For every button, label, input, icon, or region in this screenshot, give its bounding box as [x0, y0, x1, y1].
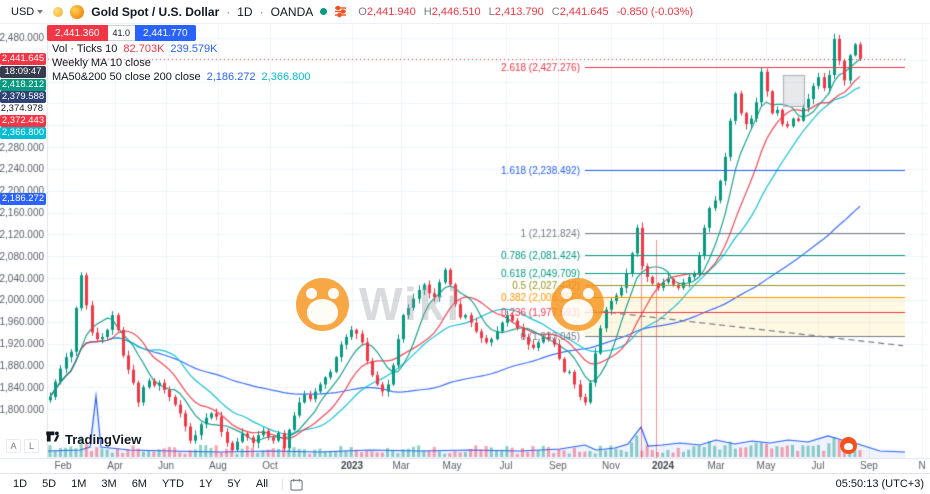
buy-button[interactable]: 2,441.770: [135, 25, 196, 41]
volume-value: 82.703K: [123, 43, 165, 55]
currency-selector-button[interactable]: USD: [8, 4, 46, 20]
top-toolbar: USD Gold Spot / U.S. Dollar · 1D · OANDA…: [0, 0, 930, 24]
calendar-icon[interactable]: [290, 478, 303, 491]
close-value: 2,441.645: [559, 5, 609, 18]
low-value: 2,413.790: [494, 5, 544, 18]
adjustments-icon[interactable]: [334, 5, 347, 18]
ohlc-readout: O2,441.940 H2,446.510 L2,413.790 C2,441.…: [358, 6, 693, 18]
volume-legend-title: Vol · Ticks 10: [52, 43, 118, 55]
range-6m-button[interactable]: 6M: [125, 477, 154, 491]
tradingview-logo-icon: [45, 429, 60, 449]
divider: [282, 478, 284, 490]
ma50-200-legend[interactable]: MA50&200 50 close 200 close 2,186.272 2,…: [52, 70, 310, 84]
ticks-value: 239.579K: [170, 43, 218, 55]
symbol-logo-icon: [70, 4, 85, 19]
open-value: 2,441.940: [366, 5, 416, 18]
indicator-legends: Vol · Ticks 10 82.703K 239.579K Weekly M…: [52, 42, 310, 84]
range-3m-button[interactable]: 3M: [94, 477, 123, 491]
symbol-title[interactable]: Gold Spot / U.S. Dollar: [91, 4, 220, 19]
low-label: L: [488, 5, 495, 18]
currency-label: USD: [11, 5, 35, 18]
log-scale-button[interactable]: L: [24, 439, 39, 453]
range-1m-button[interactable]: 1M: [64, 477, 93, 491]
close-label: C: [551, 5, 560, 18]
range-all-button[interactable]: All: [249, 477, 275, 491]
weekly-ma-legend[interactable]: Weekly MA 10 close: [52, 56, 310, 70]
ma50-value: 2,366.800: [261, 71, 311, 83]
trade-panel: 2,441.360 41.0 2,441.770: [47, 25, 196, 41]
tradingview-attribution[interactable]: TradingView: [45, 429, 141, 449]
tradingview-logo-text: TradingView: [65, 431, 142, 447]
range-5y-button[interactable]: 5Y: [220, 477, 247, 491]
ma200-value: 2,186.272: [206, 71, 256, 83]
clock-label[interactable]: 05:50:13 (UTC+3): [835, 478, 924, 490]
sell-button[interactable]: 2,441.360: [47, 25, 108, 41]
weekly-ma-legend-title: Weekly MA 10 close: [52, 57, 151, 69]
change-label: -0.850 (-0.03%): [616, 5, 694, 18]
wikifx-badge-icon: [840, 437, 857, 454]
volume-legend[interactable]: Vol · Ticks 10 82.703K 239.579K: [52, 42, 310, 56]
gold-coin-icon: [53, 6, 64, 17]
chevron-down-icon: [37, 9, 44, 14]
separator-dot: ·: [259, 4, 264, 19]
range-1d-button[interactable]: 1D: [6, 477, 34, 491]
interval-label[interactable]: 1D: [237, 4, 253, 19]
bottom-toolbar: 1D 5D 1M 3M 6M YTD 1Y 5Y All 05:50:13 (U…: [0, 473, 930, 494]
range-ytd-button[interactable]: YTD: [155, 477, 191, 491]
chart-mini-buttons: A L: [6, 439, 39, 453]
separator-dot: ·: [226, 4, 231, 19]
range-1y-button[interactable]: 1Y: [192, 477, 219, 491]
open-label: O: [358, 5, 367, 18]
high-label: H: [423, 5, 432, 18]
high-value: 2,446.510: [431, 5, 481, 18]
spread-label: 41.0: [107, 25, 136, 41]
alert-button[interactable]: A: [6, 439, 21, 453]
market-status-icon[interactable]: [320, 8, 328, 15]
ma50-200-legend-title: MA50&200 50 close 200 close: [52, 71, 201, 83]
range-5d-button[interactable]: 5D: [35, 477, 63, 491]
exchange-label[interactable]: OANDA: [270, 4, 314, 19]
